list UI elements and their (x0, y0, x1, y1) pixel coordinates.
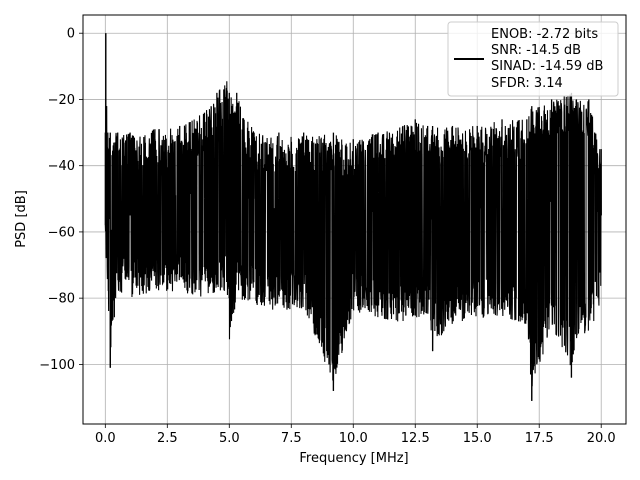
y-tick-label: 0 (67, 27, 75, 42)
x-tick-label: 20.0 (587, 431, 616, 446)
x-tick-label: 5.0 (219, 431, 240, 446)
legend: ENOB: -2.72 bits SNR: -14.5 dB SINAD: -1… (447, 21, 619, 97)
y-tick-label: −20 (48, 93, 75, 108)
x-tick-label: 0.0 (95, 431, 116, 446)
legend-enob: ENOB: -2.72 bits (491, 27, 598, 42)
x-tick-label: 7.5 (281, 431, 302, 446)
y-tick-label: −40 (48, 159, 75, 174)
x-tick-label: 12.5 (401, 431, 430, 446)
y-tick-label: −100 (39, 358, 75, 373)
legend-box (447, 21, 619, 97)
x-tick-label: 17.5 (525, 431, 554, 446)
legend-snr: SNR: -14.5 dB (491, 43, 581, 58)
legend-sfdr: SFDR: 3.14 (491, 76, 563, 91)
y-tick-label: −80 (48, 292, 75, 307)
legend-sinad: SINAD: -14.59 dB (491, 59, 603, 74)
y-axis-label: PSD [dB] (14, 190, 29, 248)
series-group (104, 33, 602, 401)
x-ticks: 0.0 2.5 5.0 7.5 10.0 12.5 15.0 17.5 20.0 (95, 424, 616, 446)
y-ticks: 0 −20 −40 −60 −80 −100 (39, 27, 83, 373)
y-tick-label: −60 (48, 225, 75, 240)
x-tick-label: 15.0 (463, 431, 492, 446)
x-axis-label: Frequency [MHz] (299, 451, 408, 466)
x-tick-label: 2.5 (157, 431, 178, 446)
plot-frame (82, 14, 627, 425)
x-tick-label: 10.0 (339, 431, 368, 446)
